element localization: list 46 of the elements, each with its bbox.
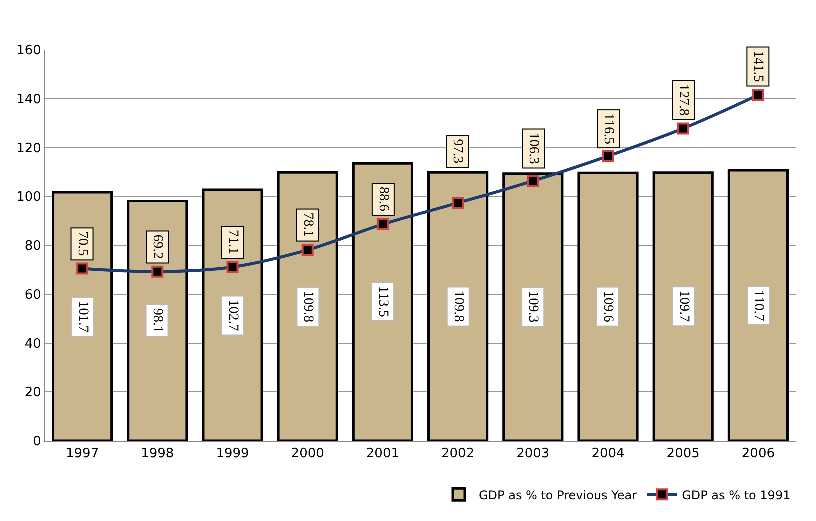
y-tick-label: 40 (24, 336, 42, 352)
x-tick-label: 2002 (442, 446, 475, 462)
bar (428, 171, 489, 441)
data-label: 127.8 (676, 84, 692, 116)
x-tick-label: 2006 (742, 446, 775, 462)
data-label: 88.6 (376, 187, 391, 212)
y-tick-label: 120 (16, 141, 42, 156)
data-label: 109.8 (450, 290, 466, 322)
y-tick-label: 140 (16, 92, 42, 108)
data-label: 109.3 (526, 291, 541, 323)
bar (578, 172, 639, 441)
legend-label: GDP as % to 1991 (682, 488, 791, 502)
data-label: 109.6 (600, 290, 616, 322)
data-label: 97.3 (450, 139, 466, 164)
data-label: 71.1 (226, 230, 240, 254)
x-tick-label: 2000 (291, 446, 324, 462)
data-label: 102.7 (225, 300, 240, 332)
x-tick-label: 1998 (141, 446, 174, 462)
bar (502, 172, 564, 441)
bar (652, 172, 714, 441)
y-tick-label: 160 (16, 44, 42, 59)
y-tick-label: 80 (24, 239, 42, 254)
x-tick-label: 2003 (516, 446, 550, 462)
data-label: 70.5 (74, 232, 90, 256)
y-tick-label: 20 (24, 386, 42, 401)
data-label: 110.7 (751, 290, 766, 322)
data-label: 69.2 (150, 234, 166, 260)
data-label: 101.7 (75, 301, 90, 333)
data-label: 109.7 (676, 290, 692, 322)
x-tick-label: 2004 (592, 446, 625, 462)
y-tick-label: 100 (16, 190, 42, 206)
data-label: 98.1 (150, 308, 165, 333)
y-tick-label: 60 (24, 288, 42, 303)
x-tick-label: 2001 (366, 446, 400, 462)
x-tick-label: 1999 (216, 446, 250, 462)
data-label: 109.8 (300, 290, 316, 322)
x-tick-label: 2005 (666, 446, 700, 462)
data-label: 141.5 (750, 50, 766, 82)
bar (728, 169, 789, 441)
data-label: 106.3 (526, 132, 542, 164)
x-tick-label: 1997 (66, 446, 100, 462)
y-tick-label: 0 (33, 434, 42, 450)
data-label: 78.1 (300, 212, 316, 238)
data-label: 113.5 (375, 286, 390, 318)
data-label: 116.5 (601, 114, 616, 145)
legend-label: GDP as % to Previous Year (479, 488, 638, 502)
